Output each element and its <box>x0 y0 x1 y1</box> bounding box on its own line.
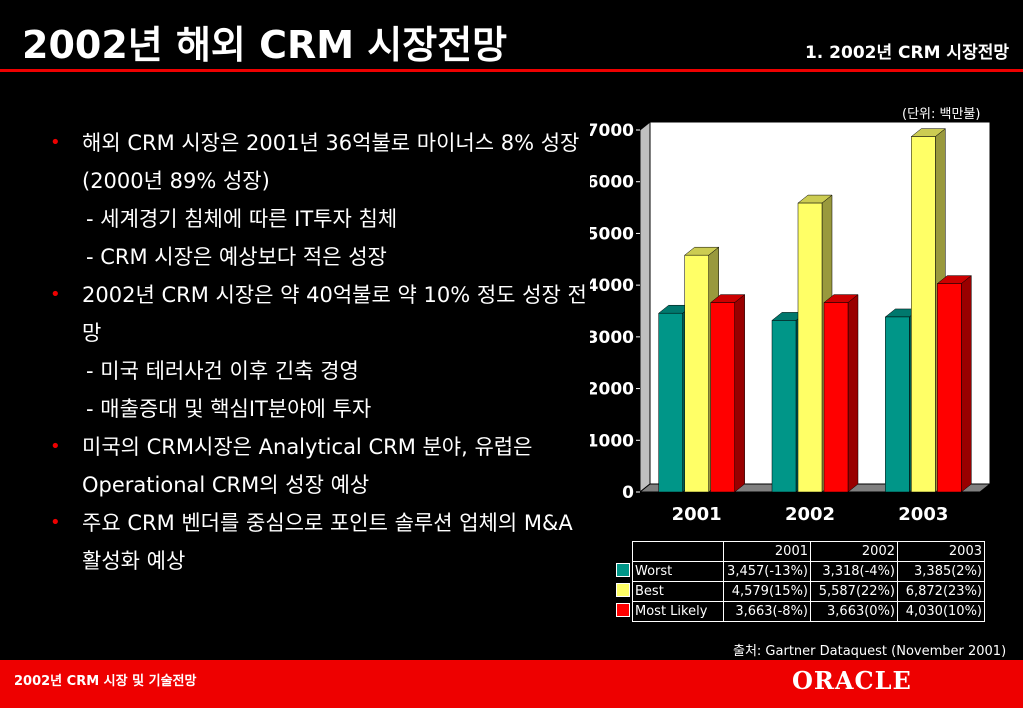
bullet-item: • 미국의 CRM시장은 Analytical CRM 분야, 유럽은 Opera… <box>50 428 590 504</box>
most-likely-legend-swatch <box>616 602 630 617</box>
y-tick-label: 7000 <box>590 121 634 141</box>
table-header-row: 2001 2002 2003 <box>614 541 985 562</box>
bullet-icon: • <box>50 436 61 457</box>
bullet-text: 주요 CRM 벤더를 중심으로 포인트 솔루션 업체의 M&A 활성화 예상 <box>82 511 573 573</box>
best-legend-swatch <box>616 582 630 597</box>
worst-legend-swatch <box>616 562 630 577</box>
table-cell: 3,663(-8%) <box>723 601 811 622</box>
bullet-list: • 해외 CRM 시장은 2001년 36억불로 마이너스 8% 성장 (2000… <box>50 124 590 580</box>
table-header-cell: 2002 <box>810 541 898 562</box>
sub-bullet-text: - CRM 시장은 예상보다 적은 성장 <box>86 245 387 269</box>
table-header-cell: 2003 <box>897 541 985 562</box>
y-tick-label: 5000 <box>590 224 634 244</box>
data-table: 2001 2002 2003 Worst 3,457(-13%) 3,318(-… <box>614 541 985 622</box>
table-cell: 3,318(-4%) <box>810 561 898 582</box>
bar <box>885 316 910 493</box>
y-tick-label: 0 <box>622 483 634 503</box>
y-tick-label: 4000 <box>590 276 634 296</box>
table-cell: 3,663(0%) <box>810 601 898 622</box>
y-tick-label: 1000 <box>590 431 634 451</box>
bullet-text: 해외 CRM 시장은 2001년 36억불로 마이너스 8% 성장 (2000년… <box>82 131 580 193</box>
table-cell: 3,385(2%) <box>897 561 985 582</box>
title-divider <box>0 69 1023 72</box>
bar <box>771 320 797 493</box>
sub-bullet-item: - 세계경기 침체에 따른 IT투자 침체 <box>50 200 590 238</box>
table-row: Most Likely 3,663(-8%) 3,663(0%) 4,030(1… <box>614 601 985 622</box>
y-tick-label: 6000 <box>590 173 634 193</box>
bullet-icon: • <box>50 512 61 533</box>
bullet-text: 미국의 CRM시장은 Analytical CRM 분야, 유럽은 Operat… <box>82 435 533 497</box>
section-subtitle: 1. 2002년 CRM 시장전망 <box>804 43 1009 63</box>
sub-bullet-text: - 매출증대 및 핵심IT분야에 투자 <box>86 397 372 421</box>
sub-bullet-item: - CRM 시장은 예상보다 적은 성장 <box>50 238 590 276</box>
bar <box>684 254 709 493</box>
table-row-label: Best <box>632 581 724 602</box>
table-cell: 6,872(23%) <box>897 581 985 602</box>
sub-bullet-text: - 세계경기 침체에 따른 IT투자 침체 <box>86 207 398 231</box>
bar-side <box>847 294 859 493</box>
table-corner-cell <box>632 541 724 562</box>
x-tick-label: 2001 <box>672 504 722 525</box>
x-tick-label: 2002 <box>785 504 835 525</box>
x-tick-label: 2003 <box>898 504 948 525</box>
table-row: Worst 3,457(-13%) 3,318(-4%) 3,385(2%) <box>614 561 985 582</box>
table-cell: 4,030(10%) <box>897 601 985 622</box>
bar <box>710 302 735 493</box>
bar <box>937 283 962 493</box>
plot-side-wall <box>639 120 651 494</box>
source-note: 출처: Gartner Dataquest (November 2001) <box>733 644 1007 659</box>
bullet-icon: • <box>50 284 61 305</box>
table-cell: 5,587(22%) <box>810 581 898 602</box>
table-cell: 3,457(-13%) <box>723 561 811 582</box>
y-tick-label: 2000 <box>590 380 634 400</box>
table-cell: 4,579(15%) <box>723 581 811 602</box>
bar <box>658 312 683 493</box>
bullet-item: • 해외 CRM 시장은 2001년 36억불로 마이너스 8% 성장 (2000… <box>50 124 590 200</box>
unit-label: (단위: 백만불) <box>902 107 981 122</box>
bar-chart: 0 1000 2000 3000 4000 5000 6000 7000 2001 2002 200… <box>590 120 992 525</box>
bullet-icon: • <box>50 132 61 153</box>
oracle-logo: ORACLE <box>792 666 912 695</box>
bar <box>797 202 823 493</box>
bullet-item: • 주요 CRM 벤더를 중심으로 포인트 솔루션 업체의 M&A 활성화 예상 <box>50 504 590 580</box>
y-tick-label: 3000 <box>590 328 634 348</box>
bar-side <box>961 275 972 493</box>
footer-bar: 2002년 CRM 시장 및 기술전망 ORACLE <box>0 660 1023 708</box>
page-title: 2002년 해외 CRM 시장전망 <box>22 23 508 67</box>
footer-title: 2002년 CRM 시장 및 기술전망 <box>14 674 197 689</box>
bar-side <box>734 294 745 493</box>
bullet-text: 2002년 CRM 시장은 약 40억불로 약 10% 정도 성장 전망 <box>82 283 587 345</box>
table-row-label: Most Likely <box>632 601 724 622</box>
sub-bullet-text: - 미국 테러사건 이후 긴축 경영 <box>86 359 359 383</box>
sub-bullet-item: - 매출증대 및 핵심IT분야에 투자 <box>50 390 590 428</box>
bar <box>911 136 936 493</box>
table-header-cell: 2001 <box>723 541 811 562</box>
table-row: Best 4,579(15%) 5,587(22%) 6,872(23%) <box>614 581 985 602</box>
sub-bullet-item: - 미국 테러사건 이후 긴축 경영 <box>50 352 590 390</box>
table-row-label: Worst <box>632 561 724 582</box>
bar <box>823 302 849 493</box>
bullet-item: • 2002년 CRM 시장은 약 40억불로 약 10% 정도 성장 전망 <box>50 276 590 352</box>
